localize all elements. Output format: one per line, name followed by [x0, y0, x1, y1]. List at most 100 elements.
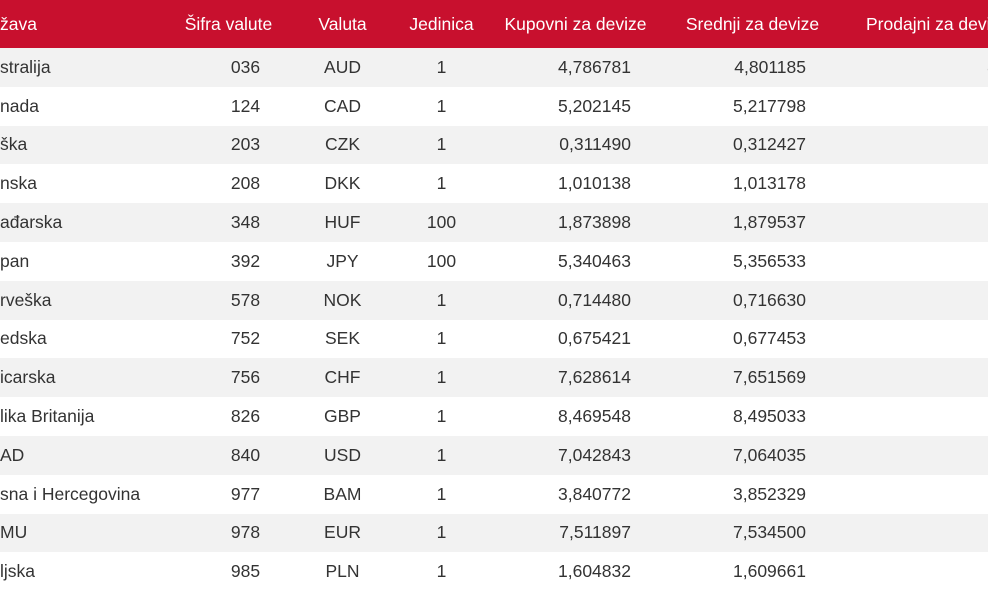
cell-mid-rate: 1,013178 — [733, 173, 806, 194]
cell-currency-code: 826 — [230, 406, 261, 427]
cell-unit: 1 — [436, 561, 447, 582]
cell-unit: 1 — [436, 483, 447, 504]
table-row: rveška 578 NOK 1 0,714480 0,716630 0,7187 — [0, 280, 988, 320]
cell-mid-rate: 5,356533 — [733, 250, 806, 271]
cell-sell-rate: 1,6144 — [840, 552, 988, 591]
cell-country: AD — [0, 444, 25, 465]
cell-buy-rate: 5,202145 — [558, 95, 631, 116]
table-row: sna i Hercegovina 977 BAM 1 3,840772 3,852329… — [0, 474, 988, 514]
cell-country: lika Britanija — [0, 406, 95, 427]
cell-unit: 1 — [436, 406, 447, 427]
cell-sell-rate: 0,6794 — [840, 320, 988, 359]
cell-unit: 1 — [436, 56, 447, 77]
table-row: pan 392 JPY 100 5,340463 5,356533 5,3726 — [0, 241, 988, 281]
cell-country: ška — [0, 134, 28, 155]
cell-sell-rate: 1,8851 — [840, 203, 988, 242]
cell-country: MU — [0, 522, 28, 543]
cell-currency-code: 978 — [230, 522, 261, 543]
cell-sell-rate: 7,0852 — [840, 436, 988, 475]
cell-mid-rate: 5,217798 — [733, 95, 806, 116]
cell-mid-rate: 7,064035 — [733, 444, 806, 465]
cell-mid-rate: 0,677453 — [733, 328, 806, 349]
header-unit[interactable]: Jedinica — [409, 13, 474, 34]
cell-sell-rate: 0,3133 — [840, 126, 988, 165]
cell-buy-rate: 7,042843 — [558, 444, 631, 465]
cell-sell-rate: 3,8638 — [840, 475, 988, 514]
cell-mid-rate: 7,651569 — [733, 367, 806, 388]
cell-sell-rate: 5,2334 — [840, 87, 988, 126]
cell-currency-code: 840 — [230, 444, 261, 465]
cell-sell-rate: 5,3726 — [840, 242, 988, 281]
table-row: ška 203 CZK 1 0,311490 0,312427 0,3133 — [0, 125, 988, 165]
cell-sell-rate: 4,8155 — [840, 48, 988, 87]
table-row: lika Britanija 826 GBP 1 8,469548 8,495033 8,5… — [0, 397, 988, 436]
cell-currency: DKK — [324, 173, 361, 194]
header-mid-rate[interactable]: Srednji za devize — [685, 13, 820, 34]
table-header-row: žava Šifra valute Valuta Jedinica Kupovn… — [0, 0, 988, 48]
table-row: nada 124 CAD 1 5,202145 5,217798 5,2334 — [0, 86, 988, 126]
cell-country: stralija — [0, 56, 51, 77]
cell-sell-rate: 0,7187 — [840, 281, 988, 320]
cell-buy-rate: 1,604832 — [558, 561, 631, 582]
cell-mid-rate: 8,495033 — [733, 406, 806, 427]
cell-buy-rate: 0,675421 — [558, 328, 631, 349]
cell-buy-rate: 7,628614 — [558, 367, 631, 388]
cell-unit: 1 — [436, 289, 447, 310]
table-row: MU 978 EUR 1 7,511897 7,534500 7,5571 — [0, 513, 988, 553]
cell-buy-rate: 3,840772 — [558, 483, 631, 504]
cell-country: ljska — [0, 561, 36, 582]
cell-currency-code: 124 — [230, 95, 261, 116]
cell-unit: 100 — [426, 250, 457, 271]
cell-currency-code: 756 — [230, 367, 261, 388]
cell-currency: NOK — [323, 289, 362, 310]
table-row: stralija 036 AUD 1 4,786781 4,801185 4,8155 — [0, 48, 988, 87]
table-row: AD 840 USD 1 7,042843 7,064035 7,0852 — [0, 435, 988, 475]
cell-currency: CHF — [324, 367, 361, 388]
cell-mid-rate: 0,312427 — [733, 134, 806, 155]
cell-buy-rate: 8,469548 — [558, 406, 631, 427]
cell-buy-rate: 7,511897 — [559, 522, 631, 543]
cell-mid-rate: 0,716630 — [733, 289, 806, 310]
header-sell-rate[interactable]: Prodajni za devi — [866, 13, 988, 34]
header-country[interactable]: žava — [0, 13, 37, 34]
table-row: ađarska 348 HUF 100 1,873898 1,879537 1,8851 — [0, 203, 988, 242]
cell-buy-rate: 4,786781 — [558, 56, 631, 77]
cell-country: edska — [0, 328, 47, 349]
cell-currency: PLN — [325, 561, 360, 582]
cell-currency: EUR — [324, 522, 361, 543]
table-row: nska 208 DKK 1 1,010138 1,013178 1,0162 — [0, 164, 988, 204]
cell-sell-rate: 8,5205 — [840, 397, 988, 436]
cell-currency-code: 392 — [230, 250, 261, 271]
cell-buy-rate: 1,010138 — [558, 173, 631, 194]
cell-currency-code: 985 — [230, 561, 261, 582]
cell-unit: 1 — [436, 95, 447, 116]
cell-country: nska — [0, 173, 37, 194]
cell-currency-code: 348 — [230, 212, 261, 233]
cell-currency: AUD — [324, 56, 361, 77]
cell-currency: SEK — [324, 328, 361, 349]
cell-currency: CAD — [324, 95, 361, 116]
cell-sell-rate: 7,6745 — [840, 358, 988, 397]
cell-currency-code: 578 — [230, 289, 261, 310]
cell-unit: 1 — [436, 173, 447, 194]
header-buy-rate[interactable]: Kupovni za devize — [504, 13, 647, 34]
cell-unit: 1 — [436, 367, 447, 388]
cell-unit: 1 — [436, 328, 447, 349]
cell-unit: 1 — [436, 522, 447, 543]
header-currency-code[interactable]: Šifra valute — [184, 13, 273, 34]
table-row: icarska 756 CHF 1 7,628614 7,651569 7,6745 — [0, 358, 988, 398]
cell-sell-rate: 7,5571 — [840, 514, 988, 553]
cell-mid-rate: 1,609661 — [733, 561, 806, 582]
table-row: ljska 985 PLN 1 1,604832 1,609661 1,6144 — [0, 552, 988, 592]
cell-unit: 1 — [436, 444, 447, 465]
cell-buy-rate: 1,873898 — [558, 212, 631, 233]
cell-country: icarska — [0, 367, 56, 388]
cell-country: pan — [0, 250, 30, 271]
cell-currency: JPY — [326, 250, 359, 271]
cell-country: sna i Hercegovina — [0, 483, 141, 504]
cell-currency-code: 208 — [230, 173, 261, 194]
cell-mid-rate: 4,801185 — [734, 56, 806, 77]
header-currency[interactable]: Valuta — [318, 13, 367, 34]
